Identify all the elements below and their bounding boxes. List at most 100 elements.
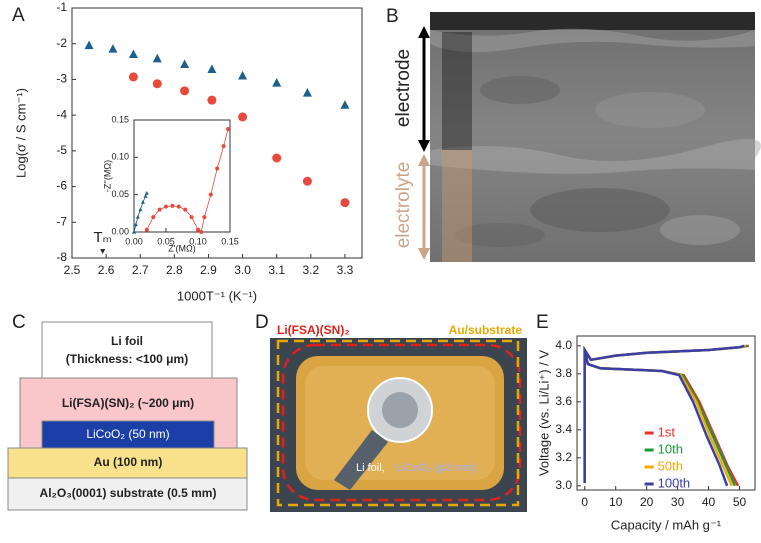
y-tick-label: -4 xyxy=(56,107,67,121)
y-tick-label: 3.0 xyxy=(555,478,572,492)
layer-label: Au (100 nm) xyxy=(94,455,163,469)
x-tick-label: 2.5 xyxy=(64,263,81,277)
layer-label: LiCoO₂ (50 nm) xyxy=(86,427,169,441)
marker xyxy=(128,72,138,82)
marker xyxy=(152,53,162,63)
photo-label: LiCoO₂ (φ3 mm) xyxy=(396,462,476,474)
marker xyxy=(207,64,217,74)
marker xyxy=(135,214,140,219)
y-tick-label: 0.10 xyxy=(111,152,129,162)
annotation-marker xyxy=(100,249,106,254)
marker xyxy=(138,207,143,212)
marker xyxy=(340,100,350,109)
marker xyxy=(238,70,248,80)
marker xyxy=(170,203,175,208)
marker xyxy=(302,88,312,97)
marker xyxy=(183,207,188,212)
plot-frame xyxy=(133,119,231,233)
x-axis-label: 1000T⁻¹ (K⁻¹) xyxy=(177,288,257,303)
panel-label: A xyxy=(12,5,25,26)
legend-label: 1st xyxy=(658,424,676,439)
x-tick-label: 2.7 xyxy=(132,263,149,277)
y-tick-label: -1 xyxy=(56,0,67,14)
marker xyxy=(208,192,213,197)
photo-label: Au/substrate xyxy=(449,323,523,337)
layer-label: Li(FSA)(SN)₂ (~200 μm) xyxy=(62,396,194,410)
marker xyxy=(176,204,181,209)
legend-label: 100th xyxy=(658,475,691,490)
cell-photo xyxy=(270,338,527,512)
marker xyxy=(133,222,138,227)
marker xyxy=(199,230,204,234)
marker xyxy=(238,112,248,122)
photo-label: Li foil, xyxy=(356,462,385,474)
y-tick-label: 4.0 xyxy=(555,338,572,352)
marker xyxy=(215,166,220,171)
layer-label: (Thickness: <100 μm) xyxy=(66,352,188,366)
x-tick-label: 0.10 xyxy=(189,236,207,246)
marker xyxy=(144,190,149,195)
marker xyxy=(180,86,190,96)
series-line xyxy=(583,344,745,487)
marker xyxy=(272,78,282,87)
x-tick-label: 10 xyxy=(609,495,623,509)
marker xyxy=(132,229,136,234)
y-axis-label: -Z''(MΩ) xyxy=(102,160,112,192)
x-tick-label: 2.6 xyxy=(98,263,115,277)
y-tick-label: -3 xyxy=(56,72,67,86)
marker xyxy=(84,40,94,50)
marker xyxy=(272,153,282,163)
marker xyxy=(180,59,190,69)
y-tick-label: 0.00 xyxy=(111,226,129,236)
legend-label: 50th xyxy=(658,458,683,473)
electrode-label: electrode xyxy=(393,49,414,127)
panel-label: C xyxy=(12,312,26,333)
layer-label: Li foil xyxy=(111,334,143,348)
x-tick-label: 3.3 xyxy=(337,263,354,277)
x-tick-label: 2.9 xyxy=(200,263,217,277)
x-tick-label: 3.1 xyxy=(268,263,285,277)
marker xyxy=(152,79,162,89)
photo-label: Li(FSA)(SN)₂ xyxy=(277,323,350,337)
marker xyxy=(189,215,194,220)
x-tick-label: 20 xyxy=(640,495,654,509)
panel-label: D xyxy=(255,312,269,333)
x-tick-label: 40 xyxy=(702,495,716,509)
y-tick-label: 3.4 xyxy=(555,422,572,436)
panel-label: B xyxy=(386,6,399,27)
marker xyxy=(157,207,162,212)
marker xyxy=(143,193,148,198)
annotation: Tₘ xyxy=(93,229,112,246)
marker xyxy=(140,199,145,204)
y-tick-label: -7 xyxy=(56,214,67,228)
x-axis-label: Capacity / mAh g⁻¹ xyxy=(611,517,722,532)
x-tick-label: 0.05 xyxy=(157,236,175,246)
marker xyxy=(226,126,231,131)
marker xyxy=(207,95,217,105)
electrolyte-label: electrolyte xyxy=(393,162,414,249)
marker xyxy=(202,215,207,220)
layer-label: Al₂O₃(0001) substrate (0.5 mm) xyxy=(40,486,217,500)
marker xyxy=(340,198,350,208)
x-tick-label: 30 xyxy=(671,495,685,509)
x-tick-label: 0 xyxy=(581,495,588,509)
x-axis-label: Z'(MΩ) xyxy=(168,243,195,253)
marker xyxy=(221,144,226,149)
panel-label: E xyxy=(536,312,549,333)
x-tick-label: 0.15 xyxy=(221,236,239,246)
marker xyxy=(164,204,168,209)
x-tick-label: 3.0 xyxy=(234,263,251,277)
x-tick-label: 0.00 xyxy=(125,236,143,246)
y-axis-label: Voltage (vs. Li/Li⁺) / V xyxy=(536,350,551,476)
marker xyxy=(196,227,200,232)
y-tick-label: -8 xyxy=(56,250,67,264)
x-tick-label: 50 xyxy=(733,495,747,509)
marker xyxy=(151,215,156,220)
marker xyxy=(144,227,149,232)
marker xyxy=(128,49,138,59)
layer-stack xyxy=(7,321,248,511)
marker xyxy=(108,44,118,53)
y-axis-label: Log(σ / S cm⁻¹) xyxy=(13,88,28,178)
